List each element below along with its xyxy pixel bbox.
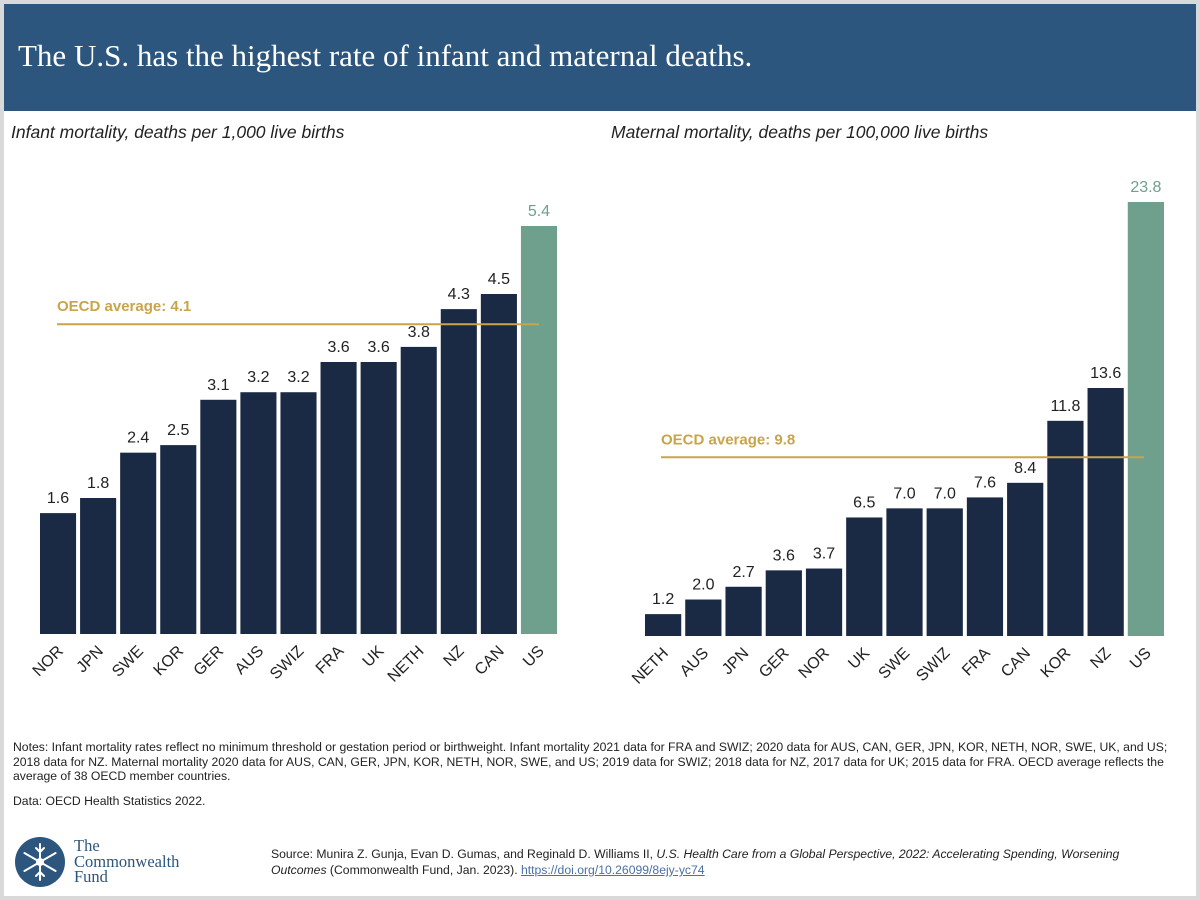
maternal-bar-kor <box>1047 420 1084 636</box>
maternal-value-label: 23.8 <box>1130 179 1161 196</box>
maternal-bar-us <box>1127 202 1164 636</box>
infant-mortality-chart: 1.6NOR1.8JPN2.4SWE2.5KOR3.1GER3.2AUS3.2S… <box>30 203 557 686</box>
maternal-value-label: 3.7 <box>813 546 835 563</box>
maternal-value-label: 6.5 <box>853 494 875 511</box>
infant-value-label: 4.3 <box>448 286 470 303</box>
maternal-category-label: NETH <box>629 645 672 688</box>
logo-wordmark: The Commonwealth Fund <box>74 836 180 886</box>
infant-bar-nor <box>40 513 77 634</box>
maternal-bar-uk <box>846 517 883 636</box>
infant-bar-us <box>520 226 557 634</box>
maternal-category-label: SWIZ <box>913 645 953 685</box>
infant-value-label: 5.4 <box>528 203 550 220</box>
maternal-bar-nor <box>805 568 843 636</box>
infant-bar-fra <box>320 362 357 634</box>
maternal-value-label: 7.0 <box>893 485 915 502</box>
maternal-bar-nz <box>1087 388 1124 636</box>
maternal-category-label: KOR <box>1038 645 1075 682</box>
maternal-value-label: 11.8 <box>1050 398 1080 415</box>
doi-link[interactable]: https://doi.org/10.26099/8ejy-yc74 <box>520 863 705 877</box>
snowflake-logo-icon <box>15 837 65 887</box>
infant-bar-nz <box>440 309 477 634</box>
maternal-value-label: 13.6 <box>1090 365 1121 382</box>
maternal-bar-jpn <box>725 586 762 636</box>
maternal-category-label: CAN <box>998 645 1034 681</box>
maternal-category-label: JPN <box>719 645 752 678</box>
infant-value-label: 1.8 <box>87 475 109 492</box>
report-title: U.S. Health Care from a Global Perspecti… <box>271 847 1120 877</box>
slide-title: The U.S. has the highest rate of infant … <box>18 38 753 73</box>
maternal-bar-fra <box>966 497 1004 636</box>
infant-bar-neth <box>400 346 437 634</box>
infant-value-label: 1.6 <box>47 490 69 507</box>
infant-value-label: 2.4 <box>127 430 149 447</box>
maternal-category-label: AUS <box>677 645 712 680</box>
infant-bar-aus <box>240 392 277 634</box>
infant-value-label: 4.5 <box>488 271 510 288</box>
maternal-bar-can <box>1007 482 1044 636</box>
maternal-category-label: FRA <box>959 645 994 680</box>
source-citation: Source: Munira Z. Gunja, Evan D. Gumas, … <box>271 847 1120 877</box>
header-banner: The U.S. has the highest rate of infant … <box>4 4 1196 111</box>
infant-chart-title: Infant mortality, deaths per 1,000 live … <box>11 122 345 142</box>
maternal-value-label: 1.2 <box>652 591 674 608</box>
maternal-bar-neth <box>645 614 682 636</box>
infant-bar-uk <box>360 362 397 634</box>
maternal-value-label: 3.6 <box>773 547 795 564</box>
maternal-category-label: US <box>1127 645 1155 673</box>
infant-value-label: 3.8 <box>408 324 430 341</box>
maternal-value-label: 2.0 <box>692 577 714 594</box>
maternal-category-label: GER <box>756 645 793 682</box>
infant-oecd-average-label: OECD average: 4.1 <box>57 298 191 315</box>
maternal-category-label: UK <box>845 645 873 673</box>
infant-bar-swiz <box>280 392 317 634</box>
maternal-mortality-chart: 1.2 NETH 2.0 AUS 2.7 JPN 3.6 GER 3.7 NOR 6.5 UK 7.0 S… <box>629 179 1164 688</box>
infant-value-label: 3.2 <box>247 369 269 386</box>
maternal-chart-title: Maternal mortality, deaths per 100,000 l… <box>611 122 989 142</box>
maternal-bar-swiz <box>926 508 963 636</box>
maternal-bar-aus <box>685 599 722 636</box>
infant-value-label: 2.5 <box>167 422 189 439</box>
infant-bar-kor <box>160 445 197 634</box>
data-source-text: Data: OECD Health Statistics 2022. <box>13 794 206 808</box>
maternal-value-label: 7.0 <box>934 485 956 502</box>
notes-text: Notes: Infant mortality rates reflect no… <box>13 740 1168 783</box>
infant-bar-swe <box>120 452 157 634</box>
maternal-category-label: NOR <box>796 645 833 682</box>
infant-bar-ger <box>200 399 237 634</box>
infant-value-label: 3.6 <box>327 339 349 356</box>
infant-bar-can <box>480 294 517 634</box>
maternal-value-label: 2.7 <box>732 564 754 581</box>
infant-value-label: 3.1 <box>207 377 229 394</box>
maternal-value-label: 7.6 <box>974 474 996 491</box>
infant-bar-jpn <box>80 498 117 634</box>
maternal-category-label: SWE <box>876 645 914 683</box>
infant-value-label: 3.2 <box>287 369 309 386</box>
slide: The U.S. has the highest rate of infant … <box>4 4 1196 896</box>
commonwealth-fund-logo: The Commonwealth Fund <box>14 836 214 892</box>
maternal-bar-ger <box>765 570 802 636</box>
maternal-bar-swe <box>886 508 923 636</box>
maternal-value-label: 8.4 <box>1014 460 1036 477</box>
infant-value-label: 3.6 <box>368 339 390 356</box>
maternal-category-label: NZ <box>1087 645 1114 672</box>
maternal-oecd-average-label: OECD average: 9.8 <box>661 431 795 448</box>
